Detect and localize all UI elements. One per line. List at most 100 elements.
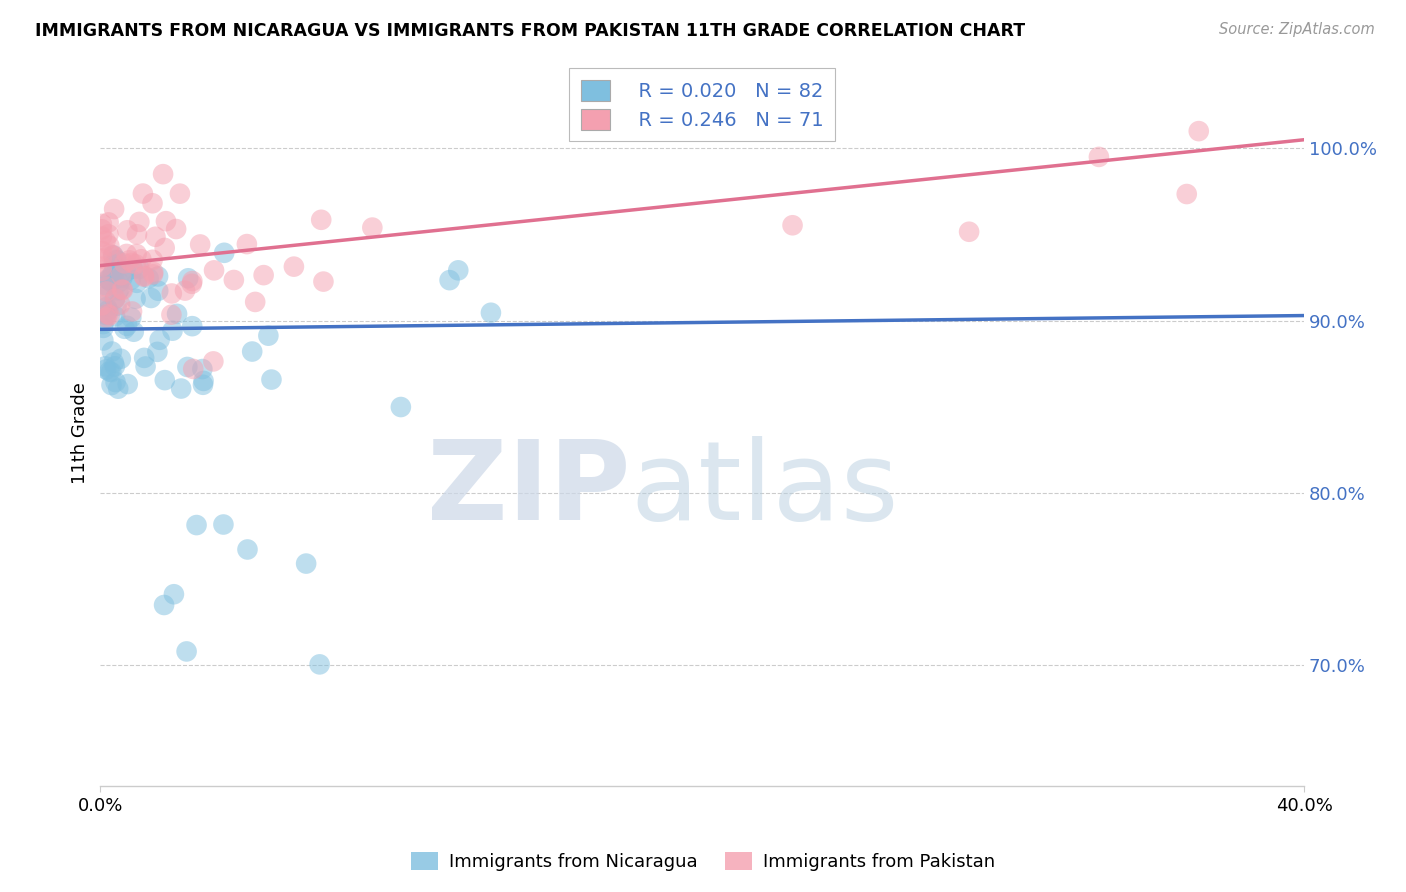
Point — [105, 253, 128, 268]
Point — [93, 290, 115, 304]
Point — [94, 359, 117, 374]
Point — [139, 291, 162, 305]
Point — [108, 276, 131, 290]
Point — [132, 268, 155, 283]
Point — [94, 362, 117, 376]
Point — [155, 214, 177, 228]
Point — [176, 644, 198, 658]
Point — [253, 268, 276, 282]
Point — [122, 325, 145, 339]
Point — [165, 222, 187, 236]
Point — [160, 308, 183, 322]
Text: ZIP: ZIP — [426, 436, 630, 543]
Point — [148, 284, 170, 298]
Point — [142, 268, 165, 282]
Point — [389, 400, 412, 414]
Legend: Immigrants from Nicaragua, Immigrants from Pakistan: Immigrants from Nicaragua, Immigrants fr… — [404, 845, 1002, 879]
Point — [101, 249, 124, 263]
Point — [177, 271, 200, 285]
Point — [236, 542, 259, 557]
Point — [118, 253, 141, 268]
Point — [107, 382, 129, 396]
Point — [308, 657, 330, 672]
Point — [135, 359, 157, 374]
Point — [105, 260, 128, 275]
Text: IMMIGRANTS FROM NICARAGUA VS IMMIGRANTS FROM PAKISTAN 11TH GRADE CORRELATION CHA: IMMIGRANTS FROM NICARAGUA VS IMMIGRANTS … — [35, 22, 1025, 40]
Point — [125, 247, 148, 261]
Point — [153, 373, 176, 387]
Point — [97, 273, 120, 287]
Point — [132, 186, 155, 201]
Point — [166, 307, 188, 321]
Point — [97, 215, 120, 229]
Point — [117, 377, 139, 392]
Point — [100, 268, 122, 283]
Point — [90, 244, 112, 259]
Point — [91, 260, 114, 274]
Point — [114, 322, 136, 336]
Point — [100, 365, 122, 379]
Point — [93, 334, 115, 348]
Point — [90, 229, 112, 244]
Point — [111, 283, 134, 297]
Point — [105, 299, 128, 313]
Point — [112, 256, 135, 270]
Point — [1188, 124, 1211, 138]
Point — [101, 248, 124, 262]
Point — [100, 378, 122, 392]
Point — [295, 557, 318, 571]
Point — [108, 282, 131, 296]
Point — [96, 310, 118, 325]
Point — [222, 273, 245, 287]
Point — [94, 279, 117, 293]
Point — [120, 273, 142, 287]
Point — [104, 310, 127, 324]
Point — [98, 247, 121, 261]
Point — [97, 303, 120, 318]
Point — [169, 186, 191, 201]
Point — [103, 355, 125, 369]
Point — [191, 377, 214, 392]
Point — [103, 273, 125, 287]
Point — [361, 220, 384, 235]
Point — [163, 587, 186, 601]
Point — [108, 297, 131, 311]
Point — [104, 292, 127, 306]
Point — [212, 517, 235, 532]
Point — [479, 306, 502, 320]
Text: Source: ZipAtlas.com: Source: ZipAtlas.com — [1219, 22, 1375, 37]
Point — [122, 261, 145, 276]
Point — [1175, 187, 1198, 202]
Point — [193, 374, 215, 388]
Point — [103, 266, 125, 280]
Point — [138, 271, 160, 285]
Point — [141, 196, 163, 211]
Point — [121, 256, 143, 270]
Point — [90, 252, 112, 266]
Point — [146, 344, 169, 359]
Point — [125, 276, 148, 290]
Point — [312, 275, 335, 289]
Point — [240, 344, 263, 359]
Point — [111, 283, 134, 297]
Point — [283, 260, 305, 274]
Point — [111, 270, 134, 285]
Point — [94, 234, 117, 248]
Point — [97, 227, 120, 242]
Point — [142, 252, 165, 267]
Point — [115, 247, 138, 261]
Point — [257, 328, 280, 343]
Point — [181, 274, 204, 288]
Point — [125, 227, 148, 242]
Point — [101, 344, 124, 359]
Point — [121, 304, 143, 318]
Point — [188, 237, 211, 252]
Point — [93, 317, 115, 331]
Point — [309, 212, 332, 227]
Point — [104, 292, 127, 306]
Point — [202, 354, 225, 368]
Point — [104, 359, 127, 374]
Point — [145, 229, 167, 244]
Point — [98, 308, 121, 322]
Point — [447, 263, 470, 277]
